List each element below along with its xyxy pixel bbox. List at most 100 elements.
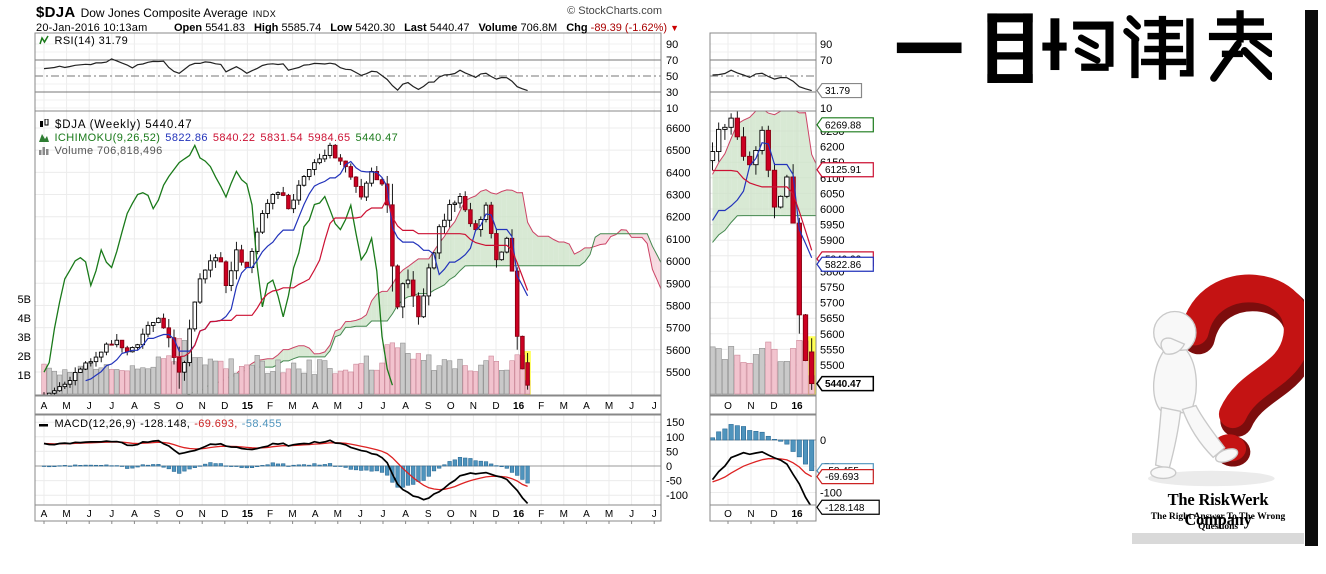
svg-text:J: J	[358, 509, 363, 520]
svg-text:5B: 5B	[18, 294, 31, 306]
svg-text:5550: 5550	[820, 344, 844, 356]
svg-text:70: 70	[666, 55, 678, 67]
svg-text:D: D	[770, 401, 777, 412]
svg-text:70: 70	[820, 55, 832, 67]
svg-text:0: 0	[666, 461, 672, 473]
svg-text:10: 10	[820, 103, 832, 115]
logo-company-name: The RiskWerk Company	[1167, 490, 1269, 529]
volume-legend: Volume 706,818,496	[39, 145, 163, 158]
ichimoku-title-text: 一目均衡表	[892, 8, 1272, 109]
quote-open: Open 5541.83	[174, 22, 245, 34]
rsi-indicator-icon	[39, 35, 49, 48]
thinking-person	[1150, 310, 1239, 480]
quote-datetime: 20-Jan-2016 10:13am	[36, 22, 148, 34]
ichimoku-icon	[39, 132, 49, 145]
svg-text:S: S	[425, 509, 432, 520]
mn-date-axis: A M J J A S O N D 15 F M A M J J A S O N D 16 F M A M J J	[34, 395, 662, 417]
svg-text:M: M	[560, 401, 568, 412]
svg-text:15: 15	[242, 509, 254, 520]
svg-text:5600: 5600	[820, 329, 844, 341]
svg-text:J: J	[87, 401, 92, 412]
svg-text:16: 16	[513, 509, 525, 520]
svg-text:100: 100	[666, 432, 684, 444]
svg-text:J: J	[652, 401, 657, 412]
svg-text:6000: 6000	[666, 256, 690, 268]
exchange-label: INDX	[252, 9, 277, 19]
macd-legend: MACD(12,26,9) -128.148, -69.693, -58.455	[39, 418, 282, 431]
svg-text:6200: 6200	[820, 142, 844, 154]
svg-text:4B: 4B	[18, 313, 31, 325]
svg-text:5600: 5600	[666, 345, 690, 357]
svg-text:M: M	[62, 401, 70, 412]
svg-text:90: 90	[666, 39, 678, 51]
svg-text:J: J	[109, 509, 114, 520]
svg-text:M: M	[605, 401, 613, 412]
mi-macd-date-axis: O N D 16	[709, 504, 817, 524]
svg-text:50: 50	[666, 446, 678, 458]
svg-text:-50: -50	[666, 476, 682, 488]
svg-text:6000: 6000	[820, 204, 844, 216]
svg-text:N: N	[747, 509, 754, 520]
mn-macd-pane	[35, 415, 661, 505]
svg-text:1B: 1B	[18, 370, 31, 382]
quote-change: Chg -89.39 (-1.62%) ▼	[566, 22, 680, 34]
symbol-name: Dow Jones Composite Average	[80, 6, 248, 20]
svg-text:30: 30	[666, 87, 678, 99]
svg-text:D: D	[221, 401, 228, 412]
quote-last: Last 5440.47	[404, 22, 470, 34]
svg-text:J: J	[381, 509, 386, 520]
svg-text:S: S	[425, 401, 432, 412]
svg-text:6100: 6100	[666, 234, 690, 246]
svg-text:2B: 2B	[18, 351, 31, 363]
svg-text:O: O	[724, 401, 732, 412]
svg-text:31.79: 31.79	[825, 86, 850, 97]
question-mark-figure	[1147, 274, 1318, 487]
svg-text:F: F	[267, 401, 273, 412]
svg-text:J: J	[629, 401, 634, 412]
svg-text:5800: 5800	[666, 300, 690, 312]
copyright: © StockCharts.com	[567, 5, 662, 17]
chart-header: $DJA Dow Jones Composite Average INDX © St…	[36, 4, 680, 34]
svg-text:N: N	[199, 401, 206, 412]
svg-text:16: 16	[791, 509, 803, 520]
svg-text:-100: -100	[666, 490, 688, 502]
svg-text:O: O	[724, 509, 732, 520]
svg-text:J: J	[381, 401, 386, 412]
mi-price-pane	[710, 111, 816, 395]
svg-text:A: A	[131, 401, 138, 412]
svg-text:A: A	[312, 401, 319, 412]
svg-text:5750: 5750	[820, 282, 844, 294]
svg-text:6125.91: 6125.91	[825, 165, 862, 176]
svg-text:5900: 5900	[666, 278, 690, 290]
svg-text:N: N	[470, 401, 477, 412]
svg-text:D: D	[492, 509, 499, 520]
down-triangle-icon: ▼	[670, 23, 680, 33]
svg-text:5700: 5700	[666, 323, 690, 335]
svg-text:N: N	[470, 509, 477, 520]
svg-text:6269.88: 6269.88	[825, 120, 862, 131]
svg-text:3B: 3B	[18, 332, 31, 344]
svg-text:5440.47: 5440.47	[825, 379, 862, 390]
logo-tagline: The Right Answer To The Wrong Questions	[1150, 512, 1286, 532]
svg-text:O: O	[176, 509, 184, 520]
svg-text:16: 16	[791, 401, 803, 412]
svg-text:0: 0	[820, 435, 826, 447]
svg-text:J: J	[358, 401, 363, 412]
svg-text:A: A	[583, 509, 590, 520]
svg-text:F: F	[267, 509, 273, 520]
svg-text:S: S	[154, 509, 161, 520]
svg-text:M: M	[62, 509, 70, 520]
svg-text:6400: 6400	[666, 167, 690, 179]
mi-rsi-pane	[710, 33, 816, 111]
svg-text:16: 16	[513, 401, 525, 412]
svg-text:5822.86: 5822.86	[825, 260, 862, 271]
svg-text:M: M	[288, 401, 296, 412]
svg-text:J: J	[629, 509, 634, 520]
svg-text:-128.148: -128.148	[825, 503, 865, 514]
svg-text:A: A	[402, 509, 409, 520]
quote-high: High 5585.74	[253, 22, 322, 34]
mn-price-pane	[35, 111, 661, 395]
svg-text:S: S	[154, 401, 161, 412]
svg-text:10: 10	[666, 103, 678, 115]
macd-icon	[39, 419, 49, 431]
